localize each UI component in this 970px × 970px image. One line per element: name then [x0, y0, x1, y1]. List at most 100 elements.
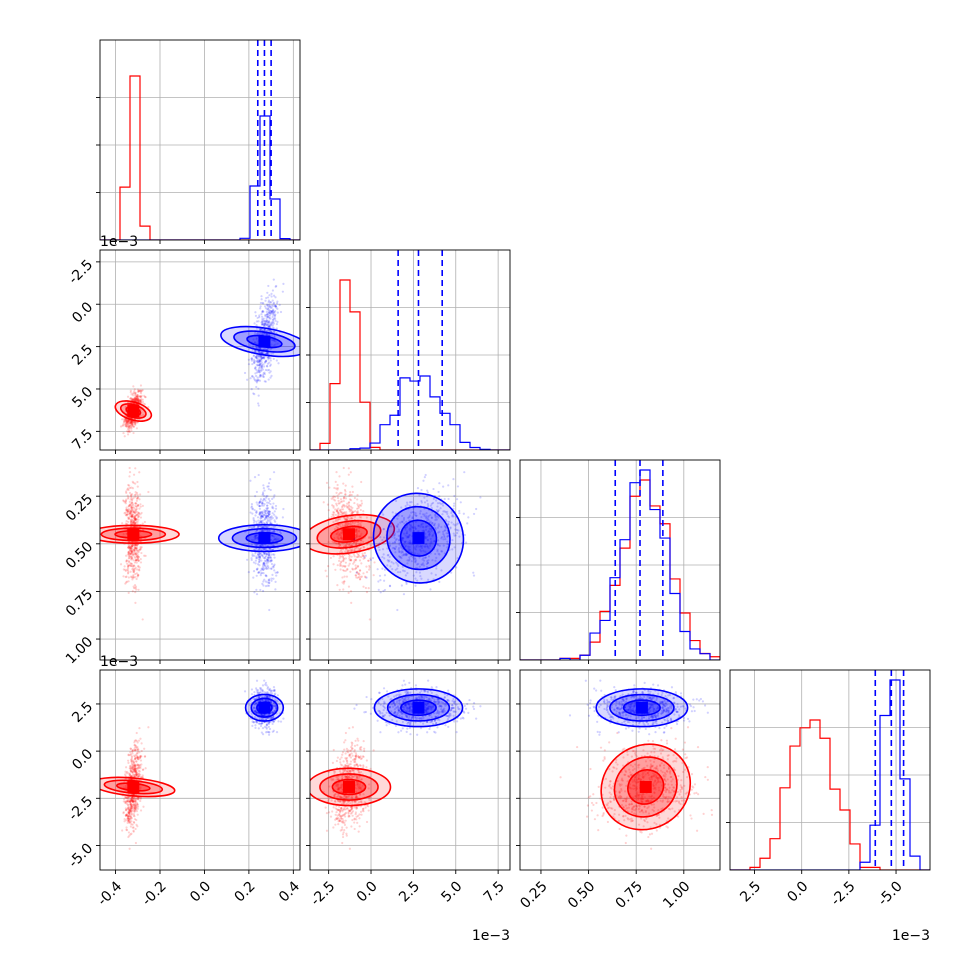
scatter-point-blue [272, 715, 275, 719]
scatter-point-blue [422, 559, 426, 562]
scatter-point-blue [247, 358, 250, 361]
scatter-point-red [130, 547, 133, 550]
scatter-point-red [132, 520, 135, 523]
scatter-point-red [343, 505, 346, 508]
scatter-point-blue [252, 338, 255, 341]
scatter-point-blue [263, 328, 267, 332]
scatter-point-red [133, 398, 136, 402]
scatter-point-red [132, 798, 135, 801]
scatter-point-blue [459, 501, 462, 504]
scatter-point-red [349, 505, 353, 508]
scatter-point-blue [255, 381, 259, 384]
scatter-point-red [358, 516, 361, 519]
scatter-point-blue [271, 565, 274, 568]
scatter-point-blue [391, 547, 394, 550]
scatter-point-blue [258, 504, 261, 508]
scatter-point-red [356, 533, 359, 536]
scatter-point-red [125, 513, 129, 516]
scatter-point-red [355, 540, 358, 544]
scatter-point-red [131, 800, 135, 803]
scatter-point-blue [434, 526, 437, 530]
scatter-point-red [345, 522, 348, 525]
scatter-point-red [134, 804, 137, 807]
scatter-point-red [126, 572, 130, 575]
scatter-point-red [125, 508, 128, 511]
scatter-point-blue [254, 360, 257, 363]
scatter-point-red [343, 575, 346, 578]
scatter-point-red [131, 421, 135, 424]
scatter-point-blue [269, 522, 272, 525]
scatter-point-blue [445, 532, 448, 535]
scatter-point-red [137, 514, 140, 518]
scatter-point-blue [388, 585, 392, 588]
scatter-point-red [126, 433, 130, 436]
scatter-point-red [134, 514, 137, 517]
scatter-point-red [127, 759, 130, 762]
scatter-point-blue [395, 538, 398, 541]
scatter-point-red [124, 511, 127, 514]
scatter-point-blue [256, 360, 259, 363]
scatter-point-blue [454, 524, 457, 527]
scatter-point-blue [258, 501, 261, 504]
scatter-point-red [131, 564, 134, 567]
scatter-point-red [334, 508, 337, 511]
scatter-point-blue [395, 545, 398, 548]
scatter-point-red [131, 552, 134, 555]
scatter-point-red [337, 517, 340, 521]
scatter-point-red [130, 507, 133, 510]
scatter-point-red [341, 531, 344, 534]
scatter-point-blue [453, 494, 456, 498]
scatter-point-red [126, 516, 130, 519]
scatter-point-blue [269, 363, 272, 366]
scatter-point-blue [257, 367, 261, 370]
scatter-point-red [123, 773, 127, 776]
scatter-point-red [134, 585, 138, 588]
scatter-point-blue [256, 379, 259, 382]
scatter-point-red [334, 568, 337, 571]
scatter-point-red [332, 555, 335, 558]
scatter-point-red [134, 518, 137, 522]
scatter-point-red [133, 549, 136, 552]
scatter-point-blue [270, 518, 273, 521]
scatter-point-blue [444, 518, 447, 521]
scatter-point-red [127, 483, 130, 487]
scatter-point-blue [400, 584, 403, 587]
scatter-point-blue [267, 699, 270, 703]
scatter-point-blue [251, 375, 254, 378]
scatter-point-red [135, 547, 138, 550]
scatter-point-red [130, 496, 133, 500]
scatter-point-blue [272, 320, 275, 323]
scatter-point-blue [382, 513, 385, 516]
scatter-point-red [341, 524, 345, 527]
scatter-point-red [135, 395, 138, 398]
scatter-point-blue [263, 503, 266, 506]
scatter-point-red [353, 559, 356, 562]
scatter-point-red [133, 397, 136, 400]
scatter-point-red [133, 543, 136, 547]
scatter-point-blue [267, 485, 270, 488]
scatter-point-red [125, 766, 128, 769]
scatter-point-red [128, 430, 131, 434]
scatter-point-blue [262, 504, 265, 507]
scatter-point-red [359, 539, 363, 542]
scatter-point-blue [273, 494, 276, 497]
scatter-point-red [125, 514, 128, 517]
histogram-red [310, 279, 510, 450]
scatter-point-red [130, 515, 134, 518]
scatter-point-red [130, 515, 133, 518]
scatter-point-red [131, 423, 134, 426]
scatter-point-blue [265, 333, 268, 336]
scatter-point-red [137, 798, 140, 801]
scatter-point-blue [411, 515, 414, 518]
scatter-point-red [127, 544, 130, 547]
scatter-point-blue [269, 522, 272, 525]
scatter-point-red [345, 504, 348, 508]
scatter-point-red [365, 565, 368, 568]
scatter-point-blue [259, 362, 262, 366]
scatter-point-blue [267, 324, 271, 328]
scatter-point-red [136, 555, 139, 558]
scatter-point-red [134, 504, 137, 508]
scatter-point-red [126, 421, 129, 424]
scatter-point-red [134, 391, 137, 394]
scatter-point-blue [264, 530, 267, 533]
